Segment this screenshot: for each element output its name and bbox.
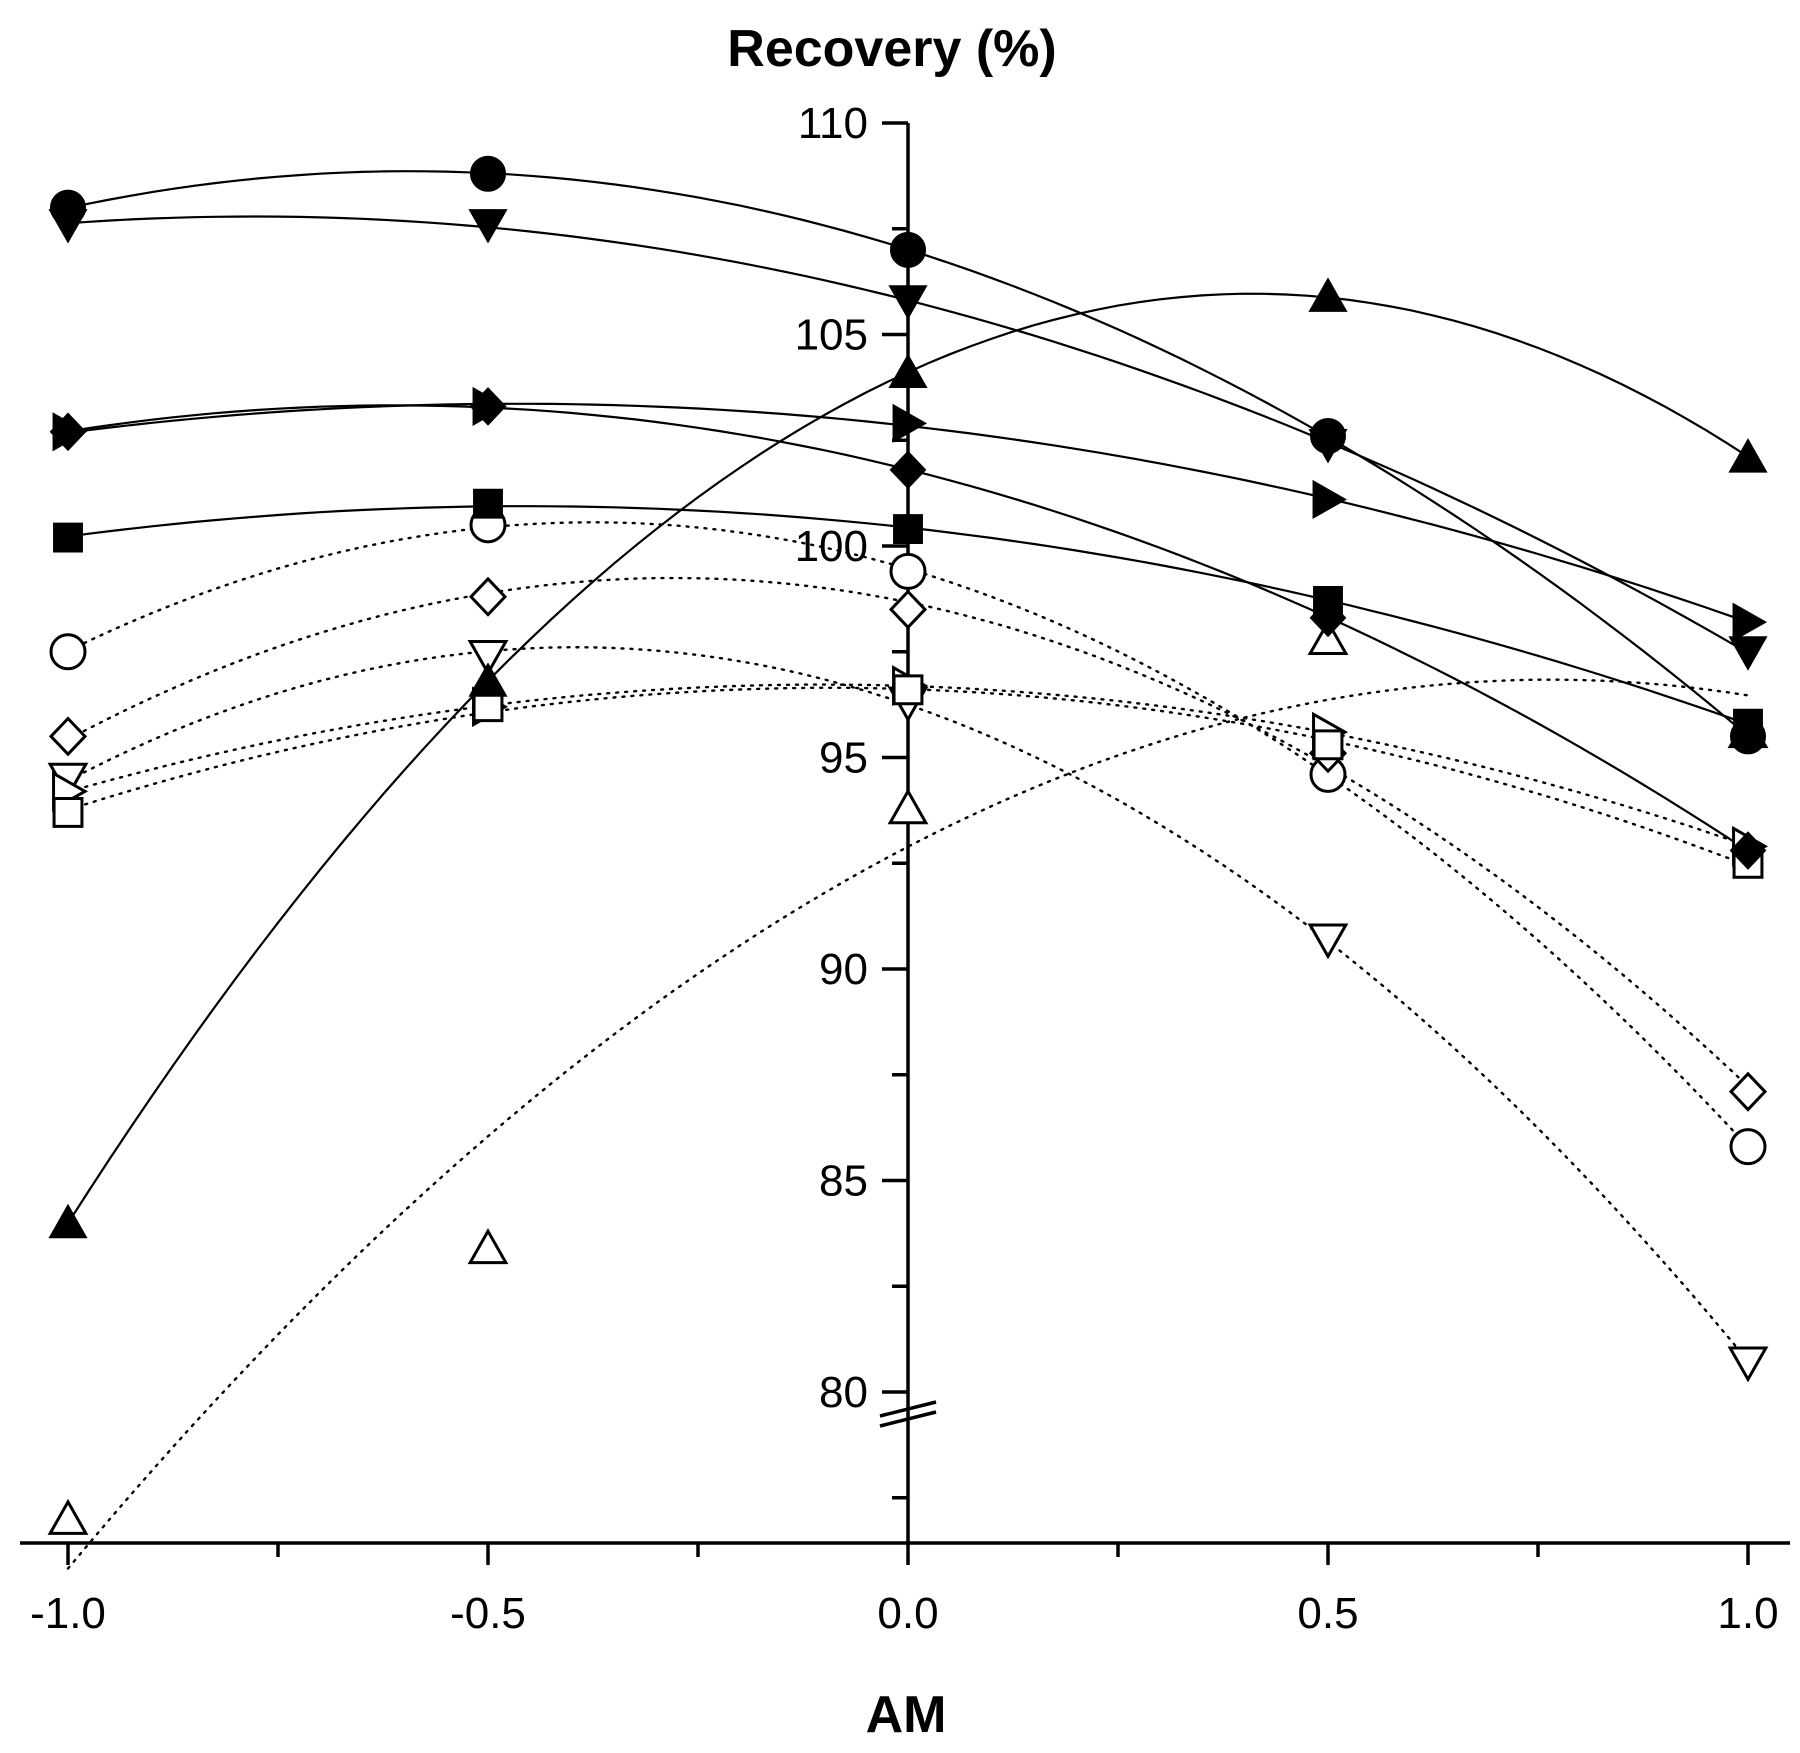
open-diamond-marker [48, 716, 88, 757]
y-tick-label: 100 [795, 522, 868, 571]
open-circle-marker [889, 552, 927, 590]
open-diamond-marker [1728, 1071, 1768, 1112]
filled-square-marker [1733, 708, 1763, 739]
open-triangle-down-marker [467, 640, 509, 677]
open-square-marker [472, 691, 504, 723]
filled-square-marker [893, 514, 923, 545]
filled-triangle-up-marker [1308, 277, 1348, 312]
x-tick-label: -0.5 [450, 1589, 526, 1638]
filled-triangle-right-marker [892, 403, 928, 443]
filled-square-marker [53, 522, 83, 553]
filled-triangle-down-marker [48, 209, 88, 244]
y-axis-title: Recovery (%) [727, 20, 1056, 78]
filled-diamond-marker [1729, 831, 1767, 870]
x-axis-title: AM [866, 1686, 947, 1744]
filled-triangle-down-marker [888, 285, 928, 320]
filled-square-marker [1313, 586, 1343, 616]
filled-triangle-up-marker [1728, 438, 1768, 473]
filled-triangle-up-marker [888, 353, 928, 389]
filled-circle-marker [890, 231, 926, 268]
x-tick-label: 0.5 [1297, 1589, 1358, 1638]
axis-break-mark [879, 1410, 937, 1428]
filled-triangle-up-marker [48, 1203, 88, 1239]
y-tick-label: 90 [819, 945, 868, 994]
filled-diamond-marker [889, 450, 927, 490]
open-circle-marker [1729, 1128, 1767, 1166]
filled-triangle-right-marker [1732, 602, 1768, 642]
open-diamond-marker [468, 576, 508, 617]
open-triangle-up-marker [1307, 619, 1349, 656]
fit-curve-open-square [66, 686, 1750, 867]
open-triangle-down-marker [1307, 923, 1349, 960]
x-tick-label: 0.0 [877, 1589, 938, 1638]
filled-diamond-marker [49, 412, 87, 452]
filled-triangle-down-marker [1308, 429, 1348, 464]
y-tick-label: 110 [798, 99, 868, 148]
open-triangle-up-marker [47, 1498, 89, 1535]
filled-triangle-right-marker [1312, 479, 1348, 520]
open-triangle-down-marker [1727, 1346, 1769, 1383]
x-tick-label: -1.0 [30, 1589, 106, 1638]
open-square-marker [52, 797, 84, 828]
axis-labels: Recovery (%) AM [727, 20, 1056, 1744]
open-circle-marker [49, 633, 87, 671]
open-square-marker [1312, 729, 1344, 761]
fit-curve-open-triangle-right [66, 683, 1750, 848]
open-diamond-marker [888, 589, 928, 630]
axis-break-mark [879, 1400, 937, 1418]
open-triangle-up-marker [467, 1228, 509, 1265]
x-tick-label: 1.0 [1717, 1589, 1778, 1638]
filled-triangle-down-marker [468, 209, 508, 244]
y-tick-label: 80 [819, 1368, 868, 1417]
filled-circle-marker [470, 155, 506, 192]
filled-diamond-marker [469, 387, 507, 426]
open-triangle-up-marker [887, 788, 929, 825]
fit-curve-open-triangle-up [66, 678, 1750, 1570]
filled-triangle-down-marker [1728, 636, 1768, 671]
open-square-marker [892, 674, 924, 706]
filled-square-marker [473, 488, 503, 519]
axes: -1.0 -0.5 0.0 0.5 1.0 80 85 90 95 100 105 110 [20, 99, 1790, 1638]
y-tick-label: 85 [819, 1157, 868, 1206]
y-tick-label: 105 [795, 311, 868, 360]
y-tick-label: 95 [819, 734, 868, 783]
data-markers [47, 155, 1769, 1535]
filled-triangle-up-marker [468, 662, 508, 697]
